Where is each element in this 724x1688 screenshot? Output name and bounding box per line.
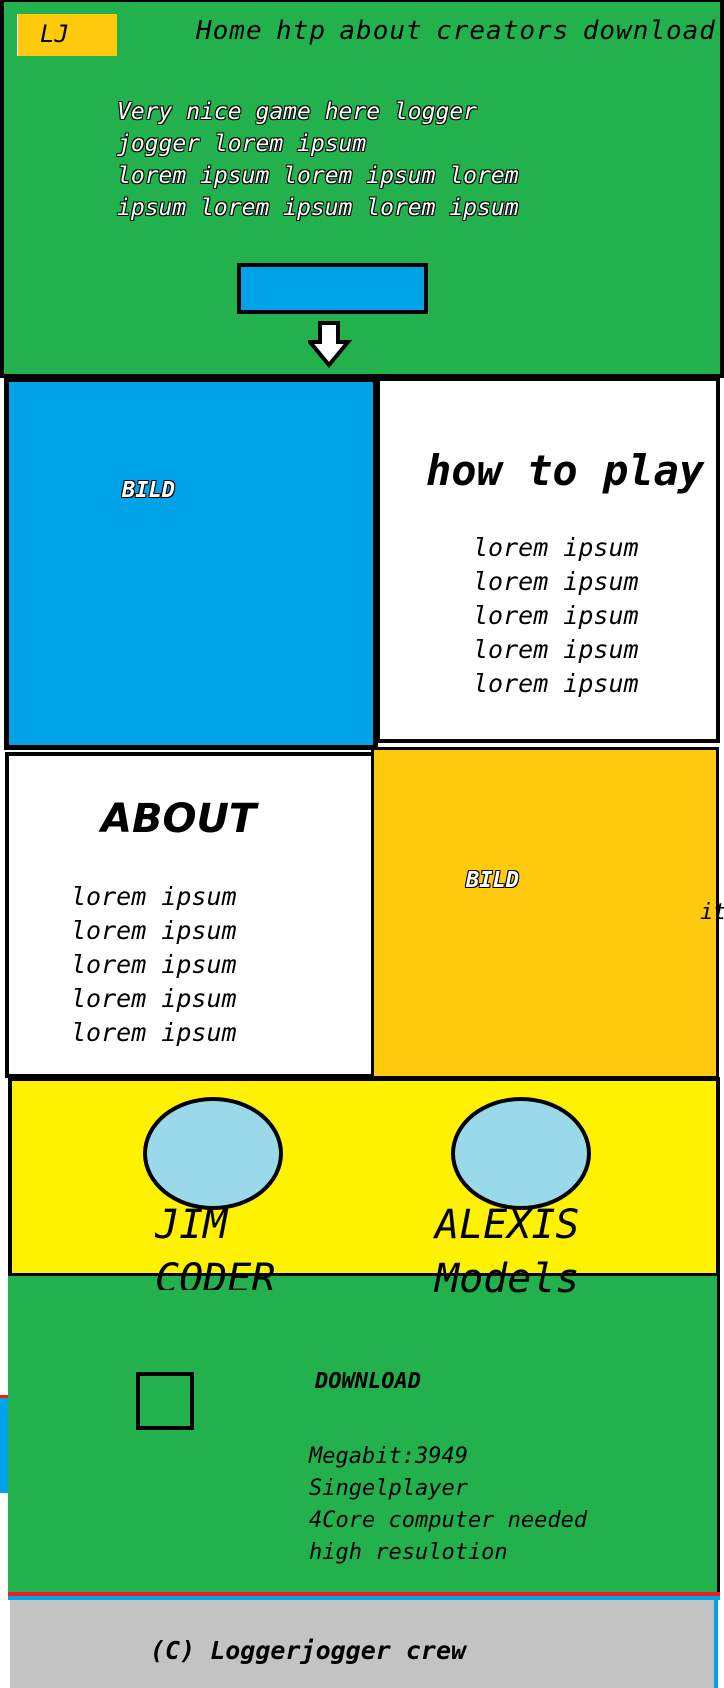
spec-line: Singelplayer [309,1476,468,1501]
hero-section [0,0,724,378]
spec-line: high resulotion [309,1540,508,1565]
nav-home[interactable]: Home [196,16,263,46]
creator-alexis-role: Models [435,1256,580,1302]
cta-button[interactable] [237,263,428,314]
htp-line: lorem ipsum [473,567,639,596]
about-title: ABOUT [101,796,257,842]
logo-text: LJ [40,20,69,48]
nav-download[interactable]: download [582,16,716,46]
creator-alexis-first: ALEXIS [435,1202,580,1248]
creators-section [8,1077,720,1277]
intro-line: Very nice game here logger [117,99,478,125]
nav-htp[interactable]: htp [276,16,326,46]
creator-alexis-avatar [451,1097,591,1210]
download-checkbox[interactable] [136,1372,194,1430]
intro-line: jogger lorem ipsum [117,131,367,157]
nav-creators[interactable]: creators [436,16,570,46]
scroll-down-arrow-icon[interactable] [305,320,353,370]
htp-panel: how to play lorem ipsum lorem ipsum lore… [376,377,720,743]
download-section [8,1276,720,1594]
creator-alexis-name: ALEXIS Models [435,1198,655,1308]
htp-line: lorem ipsum [473,635,639,664]
logo[interactable]: LJ [17,14,117,56]
creator-jim-first: JIM [155,1202,228,1248]
about-line: lorem ipsum [71,950,237,979]
creator-jim-role: CODER [155,1256,276,1290]
creator-jim-name: JIM CODER [155,1198,325,1290]
htp-line: lorem ipsum [473,669,639,698]
htp-line: lorem ipsum [473,601,639,630]
htp-text: lorem ipsum lorem ipsum lorem ipsum lore… [473,531,639,701]
about-image-placeholder: BILD it [371,747,724,1079]
intro-line: lorem ipsum lorem ipsum lorem [117,163,519,189]
spec-line: Megabit:3949 [309,1444,468,1469]
nav-about[interactable]: about [339,16,423,46]
creator-jim-avatar [143,1097,283,1210]
intro-line: ipsum lorem ipsum lorem ipsum [117,195,519,221]
about-line: lorem ipsum [71,916,237,945]
htp-image-placeholder: BILD [4,377,378,750]
download-specs: Megabit:3949 Singelplayer 4Core computer… [309,1441,587,1569]
footer-divider [8,1592,720,1600]
intro-text: Very nice game here logger jogger lorem … [117,96,519,224]
htp-line: lorem ipsum [473,533,639,562]
footer: (C) Loggerjogger crew [10,1600,718,1688]
about-line: lorem ipsum [71,984,237,1013]
about-image-label: BILD [466,868,519,893]
about-edge-text: it [700,900,724,925]
about-line: lorem ipsum [71,1018,237,1047]
spec-line: 4Core computer needed [309,1508,588,1533]
htp-title: how to play [426,446,705,495]
about-panel: ABOUT lorem ipsum lorem ipsum lorem ipsu… [5,752,375,1078]
download-title[interactable]: DOWNLOAD [315,1369,421,1394]
main-nav: Home htp about creators download [196,16,716,50]
about-text: lorem ipsum lorem ipsum lorem ipsum lore… [71,880,237,1050]
footer-text: (C) Loggerjogger crew [150,1636,467,1665]
download-left-edge-accent [0,1395,8,1493]
htp-image-label: BILD [122,478,175,503]
about-line: lorem ipsum [71,882,237,911]
